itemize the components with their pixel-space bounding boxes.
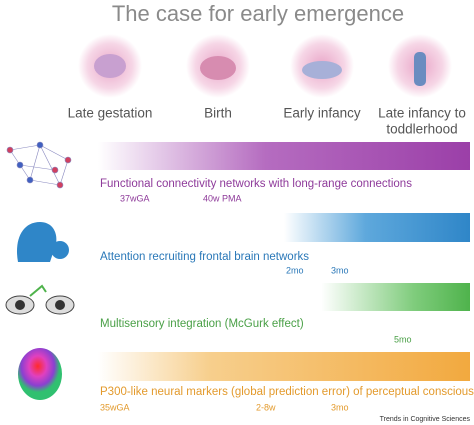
row-label: P300-like neural markers (global predict… bbox=[100, 386, 474, 398]
stage-label: Birth bbox=[204, 106, 232, 121]
time-marker: 40w PMA bbox=[203, 193, 242, 203]
stage-label: Late gestation bbox=[68, 106, 153, 121]
time-marker: 2-8w bbox=[256, 402, 276, 412]
footer: Trends in Cognitive Sciences bbox=[380, 416, 471, 423]
time-marker: 35wGA bbox=[100, 402, 130, 412]
row-label: Attention recruiting frontal brain netwo… bbox=[100, 251, 309, 263]
time-marker: 2mo bbox=[286, 265, 304, 275]
stage-images bbox=[78, 34, 452, 98]
bar bbox=[98, 283, 470, 311]
network-icon bbox=[6, 141, 72, 189]
time-marker: 37wGA bbox=[120, 193, 150, 203]
time-marker: 5mo bbox=[394, 334, 412, 344]
stage-label: Early infancy bbox=[283, 106, 361, 121]
stage-label: Late infancy to bbox=[378, 106, 466, 121]
time-marker: 3mo bbox=[331, 265, 349, 275]
head-icon bbox=[18, 348, 62, 400]
row-label: Multisensory integration (McGurk effect) bbox=[100, 318, 304, 330]
row-label: Functional connectivity networks with lo… bbox=[100, 178, 412, 190]
eyes-icon bbox=[5, 284, 75, 315]
stage-label: toddlerhood bbox=[386, 122, 457, 137]
bar bbox=[98, 352, 470, 381]
bar bbox=[98, 213, 470, 242]
bar bbox=[98, 142, 470, 170]
time-marker: 3mo bbox=[331, 402, 349, 412]
mother-icon bbox=[16, 222, 69, 262]
title: The case for early emergence bbox=[112, 1, 404, 26]
